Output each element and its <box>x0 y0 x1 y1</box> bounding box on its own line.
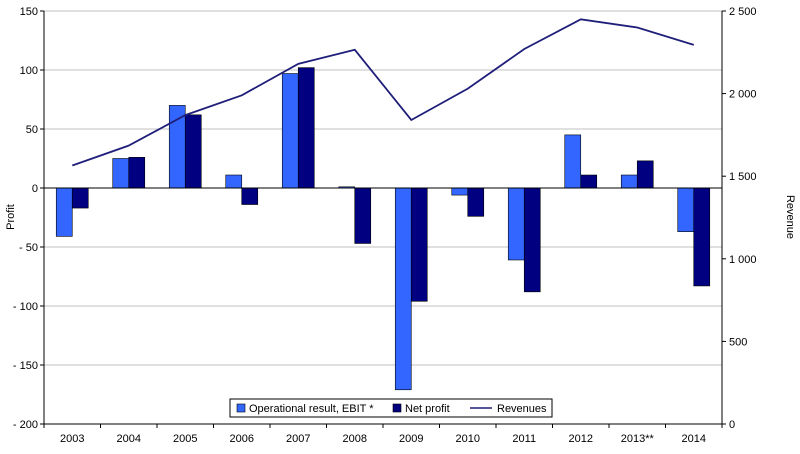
x-tick-label: 2007 <box>286 433 310 445</box>
left-tick-label: 50 <box>26 124 38 136</box>
bar-net-profit <box>241 187 259 205</box>
x-tick-label: 2005 <box>173 433 197 445</box>
x-tick-label: 2011 <box>512 433 536 445</box>
x-tick-label: 2008 <box>343 433 367 445</box>
right-tick-label: 500 <box>729 336 747 348</box>
right-tick-label: 2 000 <box>729 89 757 101</box>
bar-ebit <box>281 73 299 189</box>
left-tick-label: - 100 <box>13 301 38 313</box>
bar-ebit <box>394 187 412 391</box>
bar-net-profit <box>636 160 654 189</box>
bar-net-profit <box>297 67 315 189</box>
left-tick-label: 150 <box>20 6 38 18</box>
right-tick-label: 1 500 <box>729 171 757 183</box>
x-tick-labels: 2003 2004 2005 2006 2007 2008 2009 2010 2011 2012… <box>60 433 706 445</box>
x-tick-label: 2004 <box>117 433 141 445</box>
left-tick-label: - 200 <box>13 419 38 431</box>
legend-box <box>229 398 553 418</box>
bar-ebit <box>507 187 525 261</box>
gridlines <box>44 10 722 425</box>
axes <box>40 10 726 428</box>
bars <box>55 67 711 391</box>
bar-net-profit <box>523 187 541 293</box>
right-tick-label: 0 <box>729 419 735 431</box>
y-axis-label: Profit <box>5 204 17 230</box>
bar-ebit <box>225 174 243 189</box>
right-tick-label: 2 500 <box>729 6 757 18</box>
bar-net-profit <box>580 174 598 189</box>
revenue-line-layer <box>72 18 695 167</box>
legend-label-ebit: Operational result, EBIT * <box>249 403 374 415</box>
legend: Operational result, EBIT * Net profit Re… <box>229 398 553 418</box>
left-tick-label: 0 <box>32 183 38 195</box>
legend-label-net-profit: Net profit <box>405 403 450 415</box>
left-tick-label: - 150 <box>13 360 38 372</box>
right-tick-labels: 0 500 1 000 1 500 2 000 2 500 <box>729 6 757 431</box>
left-tick-labels: - 200 - 150 - 100 - 50 0 50 100 150 <box>13 6 38 431</box>
bar-net-profit <box>693 187 711 287</box>
bar-net-profit <box>184 114 202 189</box>
y2-axis-label: Revenue <box>784 195 796 239</box>
bar-net-profit <box>354 187 372 244</box>
bar-ebit <box>564 134 582 189</box>
x-tick-label: 2003 <box>60 433 84 445</box>
right-tick-label: 1 000 <box>729 254 757 266</box>
bar-ebit <box>168 105 186 189</box>
legend-label-revenues: Revenues <box>497 403 547 415</box>
x-tick-label: 2014 <box>682 433 706 445</box>
bar-ebit <box>620 174 638 189</box>
x-tick-label: 2012 <box>569 433 593 445</box>
legend-swatch-ebit <box>236 403 246 413</box>
bar-net-profit <box>410 187 428 302</box>
bar-net-profit <box>71 187 89 209</box>
bar-ebit <box>451 187 469 196</box>
bar-net-profit <box>467 187 485 217</box>
x-tick-label: 2006 <box>230 433 254 445</box>
bar-ebit <box>677 187 695 232</box>
bar-ebit <box>55 187 73 237</box>
left-tick-label: 100 <box>20 65 38 77</box>
x-tick-label: 2010 <box>456 433 480 445</box>
revenues-line <box>72 18 695 167</box>
bar-ebit <box>112 158 130 189</box>
x-tick-label: 2009 <box>399 433 423 445</box>
legend-swatch-net-profit <box>392 403 402 413</box>
left-tick-label: - 50 <box>19 242 38 254</box>
bar-net-profit <box>128 157 146 189</box>
x-tick-label: 2013** <box>621 433 655 445</box>
